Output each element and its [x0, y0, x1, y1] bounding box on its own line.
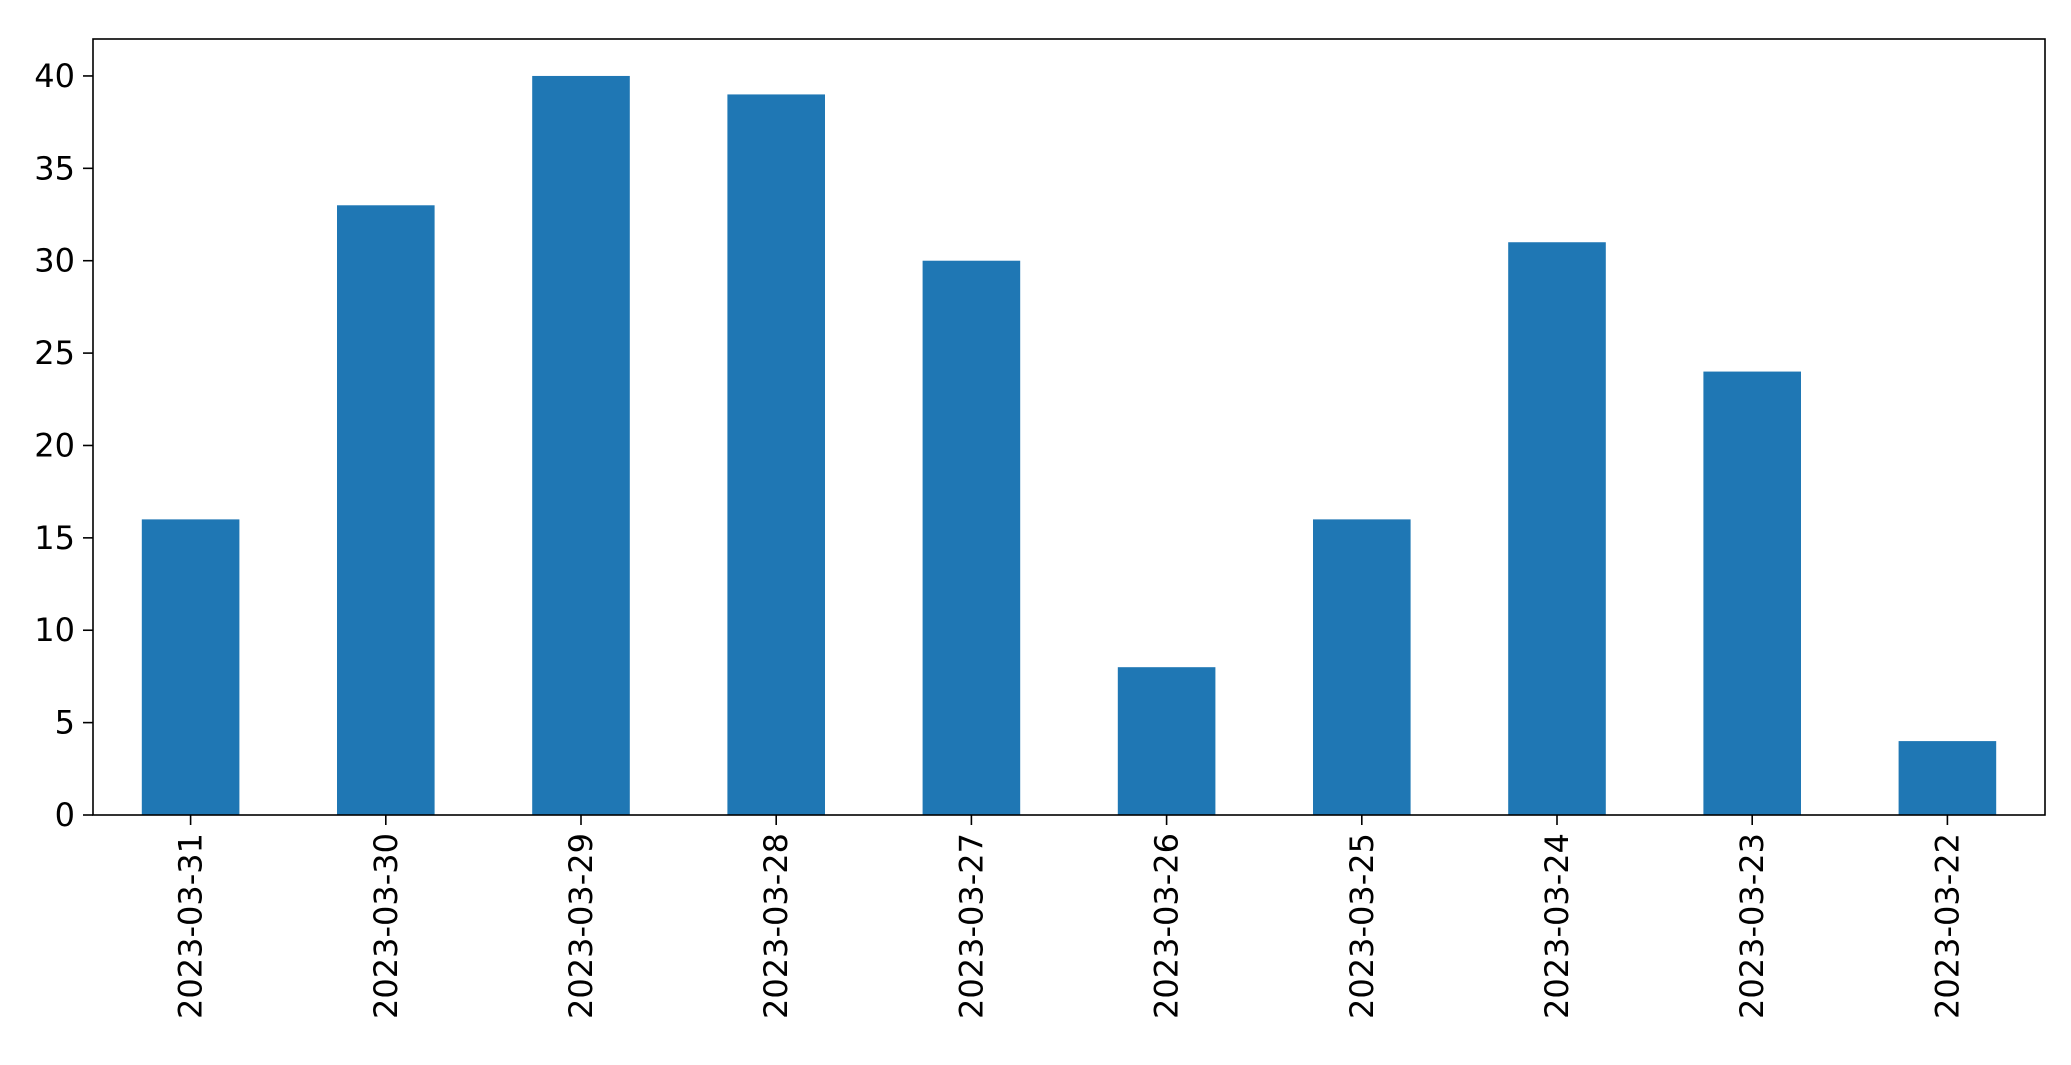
bar-2023-03-29: [532, 75, 630, 815]
y-tick-label: 10: [34, 611, 75, 649]
x-tick-label: 2023-03-26: [1148, 833, 1186, 1019]
x-tick-label: 2023-03-29: [562, 833, 600, 1019]
bar-2023-03-31: [141, 519, 240, 815]
bars-layer: [141, 75, 1997, 816]
y-axis: 0 5 10 15 20 25 30 35 40: [34, 57, 93, 834]
y-tick-label: 15: [34, 519, 75, 557]
bar-2023-03-27: [922, 260, 1021, 815]
bar-2023-03-26: [1117, 667, 1216, 815]
x-tick-label: 2023-03-30: [367, 833, 405, 1019]
bar-2023-03-30: [337, 205, 435, 816]
x-tick-label: 2023-03-27: [952, 833, 990, 1019]
x-tick-label: 2023-03-25: [1343, 833, 1381, 1019]
bar-2023-03-23: [1703, 371, 1801, 815]
y-tick-label: 20: [34, 426, 75, 464]
bar-2023-03-24: [1508, 242, 1606, 815]
bar-2023-03-25: [1313, 519, 1411, 815]
x-tick-label: 2023-03-28: [757, 833, 795, 1019]
plot-frame: [92, 38, 2046, 816]
y-tick-label: 5: [55, 704, 75, 742]
y-tick-label: 35: [34, 149, 75, 187]
y-tick-label: 25: [34, 334, 75, 372]
bar-2023-03-22: [1898, 741, 1997, 815]
x-tick-label: 2023-03-24: [1538, 833, 1576, 1019]
x-tick-label: 2023-03-23: [1733, 833, 1771, 1019]
y-tick-label: 30: [34, 242, 75, 280]
x-tick-label: 2023-03-22: [1928, 833, 1966, 1019]
x-axis: 2023-03-31 2023-03-30 2023-03-29 2023-03-28…: [172, 815, 1966, 1019]
bar-2023-03-28: [727, 94, 825, 815]
y-tick-label: 40: [34, 57, 75, 95]
x-tick-label: 2023-03-31: [172, 833, 210, 1019]
y-tick-label: 0: [55, 796, 75, 834]
